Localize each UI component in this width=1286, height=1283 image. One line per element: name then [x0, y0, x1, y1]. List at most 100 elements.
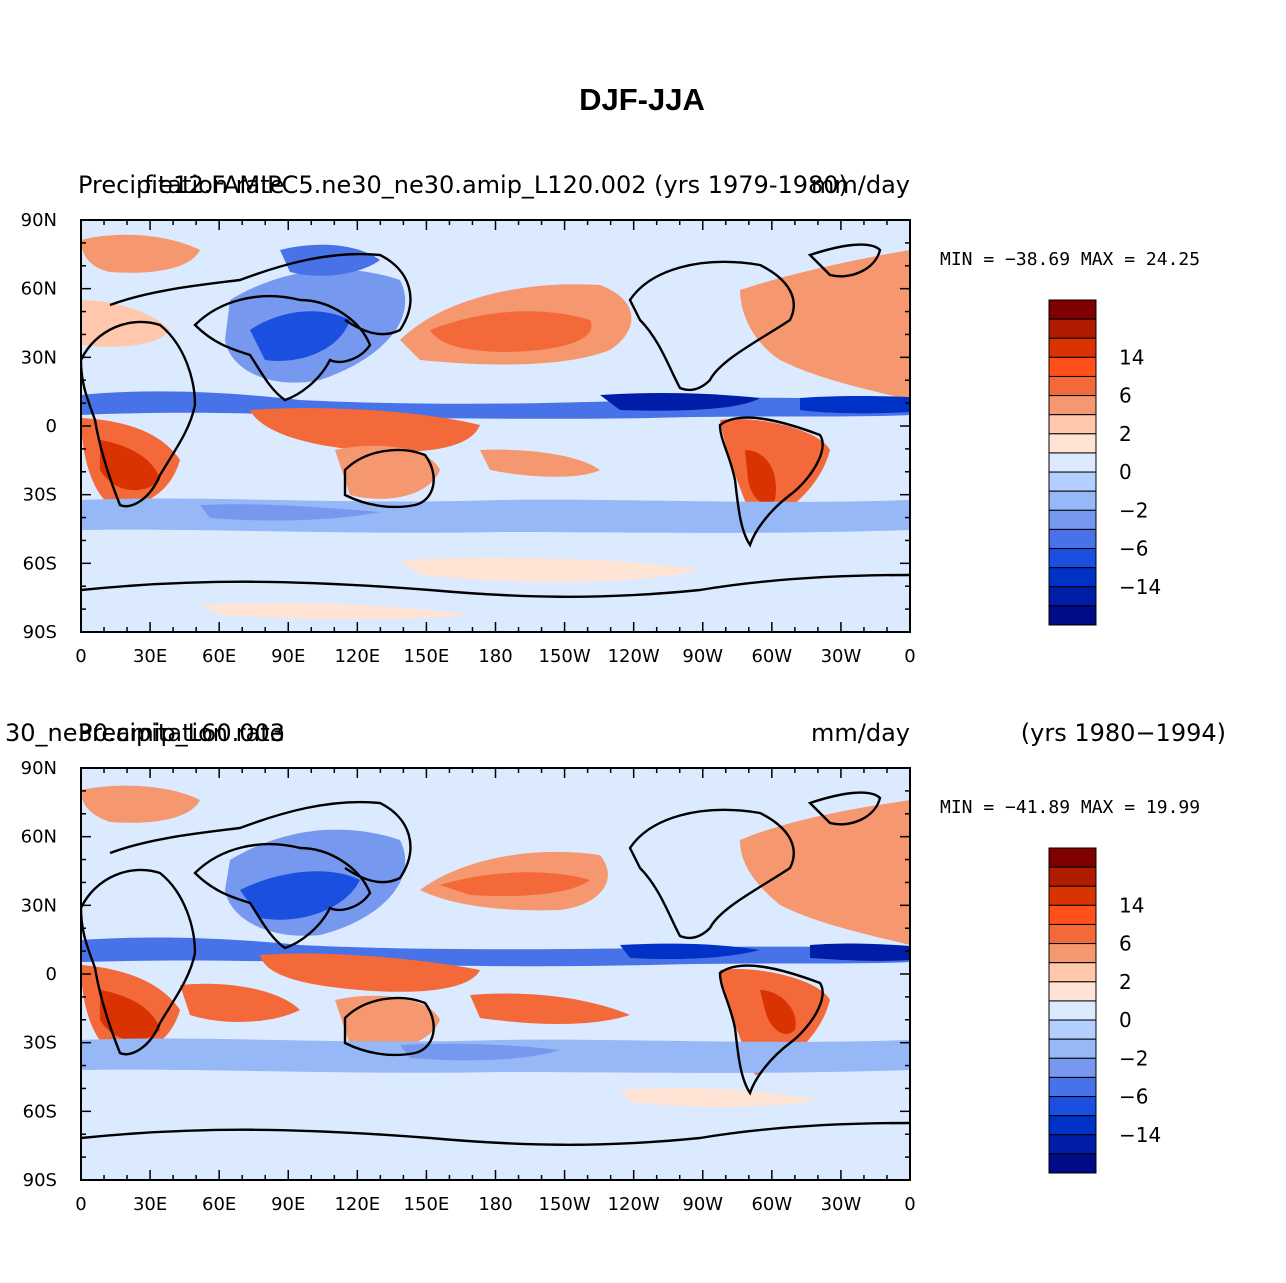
x-tick-label: 120E [334, 1194, 380, 1215]
colorbar-box [1048, 375, 1097, 397]
y-axis: 90N 60N 30N 0 30S 60S 90S [21, 758, 910, 1191]
x-tick-label: 0 [75, 1194, 86, 1215]
colorbar-box [1048, 356, 1097, 377]
x-axis: 0 30E 60E 90E 120E 150E 180 150W 120W 90W 60W 30W 0 [75, 768, 916, 1215]
colorbar-label: 0 [1119, 1008, 1132, 1032]
x-tick-label: 180 [478, 1194, 512, 1215]
x-tick-label: 120E [334, 646, 380, 667]
colorbar-label: 6 [1119, 384, 1132, 408]
colorbar-label: −6 [1119, 537, 1148, 561]
min-max-stats: MIN = −41.89 MAX = 19.99 [940, 797, 1200, 818]
colorbar-label: 6 [1119, 932, 1132, 956]
colorbar-box [1048, 337, 1097, 358]
colorbar-box [1048, 1134, 1097, 1155]
panel-left-title: Precipitation rate [78, 171, 284, 199]
colorbar-label: 2 [1119, 422, 1132, 446]
colorbar-box [1048, 866, 1097, 887]
figure-title: DJF-JJA [579, 82, 705, 117]
colorbar-label: −14 [1119, 575, 1161, 599]
x-tick-label: 90W [682, 1194, 723, 1215]
coastlines [81, 243, 910, 598]
x-tick-label: 60W [751, 646, 792, 667]
x-tick-label: 30E [133, 646, 167, 667]
map-panel-model: Precipitation rate f.e12.FAMIPC5.ne30_ne… [21, 171, 1200, 667]
x-tick-label: 180 [478, 646, 512, 667]
colorbar: 14 6 2 0 −2 −6 −14 [1048, 299, 1161, 626]
panel-years: (yrs 1980−1994) [1021, 719, 1226, 747]
colorbar-label: 0 [1119, 460, 1132, 484]
x-tick-label: 30E [133, 1194, 167, 1215]
precip-field [81, 768, 910, 1180]
x-axis: 0 30E 60E 90E 120E 150E 180 150W 120W 90W 60W 30W 0 [75, 220, 916, 667]
y-tick-label: 60S [23, 1101, 57, 1122]
x-tick-label: 150W [539, 646, 591, 667]
colorbar-label: 14 [1119, 345, 1144, 369]
colorbar-label: 14 [1119, 893, 1144, 917]
colorbar-box [1048, 567, 1097, 588]
x-tick-label: 30W [821, 646, 862, 667]
coastlines [81, 791, 910, 1146]
min-max-stats: MIN = −38.69 MAX = 24.25 [940, 249, 1200, 270]
y-tick-label: 0 [46, 416, 57, 437]
colorbar-box [1048, 981, 1097, 1002]
y-tick-label: 30N [21, 895, 57, 916]
colorbar-box [1048, 962, 1097, 983]
y-tick-label: 90N [21, 210, 57, 231]
colorbar-box [1048, 1019, 1097, 1040]
colorbar-box [1048, 452, 1097, 473]
x-tick-label: 0 [904, 646, 915, 667]
colorbar-box [1048, 395, 1097, 416]
colorbar-label: −2 [1119, 1046, 1148, 1070]
panel-center-title: f.e12.FAMIPC5.ne30_ne30.amip_L120.002 (y… [144, 171, 848, 199]
colorbar-box [1048, 943, 1097, 964]
colorbar-box [1048, 433, 1097, 454]
colorbar-box [1048, 923, 1097, 945]
colorbar-label: −2 [1119, 498, 1148, 522]
colorbar-box [1048, 1115, 1097, 1136]
colorbar-box [1048, 318, 1097, 339]
colorbar-box [1048, 1096, 1097, 1117]
x-tick-label: 150W [539, 1194, 591, 1215]
y-tick-label: 60S [23, 553, 57, 574]
map-panel-obs: Precipitation rate 30_ne30.amip_L60.003 … [5, 719, 1226, 1215]
x-tick-label: 120W [608, 1194, 660, 1215]
colorbar: 14 6 2 0 −2 −6 −14 [1048, 847, 1161, 1174]
y-tick-label: 30S [23, 485, 57, 506]
x-tick-label: 0 [904, 1194, 915, 1215]
colorbar-box [1048, 1153, 1097, 1174]
y-tick-label: 30N [21, 347, 57, 368]
y-tick-label: 90S [23, 622, 57, 643]
colorbar-box [1048, 1000, 1097, 1021]
y-tick-label: 30S [23, 1033, 57, 1054]
colorbar-box [1048, 490, 1097, 511]
colorbar-box [1048, 1076, 1097, 1098]
precip-field [81, 220, 910, 632]
colorbar-box [1048, 548, 1097, 569]
colorbar-box [1048, 299, 1097, 320]
y-tick-label: 0 [46, 964, 57, 985]
x-tick-label: 120W [608, 646, 660, 667]
colorbar-box [1048, 847, 1097, 868]
panel-units: mm/day [811, 719, 910, 747]
panel-units: mm/day [811, 171, 910, 199]
panel-center-title: 30_ne30.amip_L60.003 [5, 719, 285, 747]
x-tick-label: 150E [404, 1194, 450, 1215]
x-tick-label: 60E [202, 1194, 236, 1215]
y-tick-label: 60N [21, 279, 57, 300]
colorbar-label: 2 [1119, 970, 1132, 994]
colorbar-box [1048, 904, 1097, 925]
x-tick-label: 90E [271, 646, 305, 667]
y-tick-label: 90S [23, 1170, 57, 1191]
colorbar-box [1048, 414, 1097, 435]
x-tick-label: 60E [202, 646, 236, 667]
colorbar-box [1048, 605, 1097, 626]
colorbar-box [1048, 586, 1097, 607]
y-tick-label: 60N [21, 827, 57, 848]
colorbar-box [1048, 509, 1097, 530]
x-tick-label: 90E [271, 1194, 305, 1215]
y-axis: 90N 60N 30N 0 30S 60S 90S [21, 210, 910, 643]
y-tick-label: 90N [21, 758, 57, 779]
panel-left-title: Precipitation rate [78, 719, 284, 747]
colorbar-box [1048, 1038, 1097, 1059]
